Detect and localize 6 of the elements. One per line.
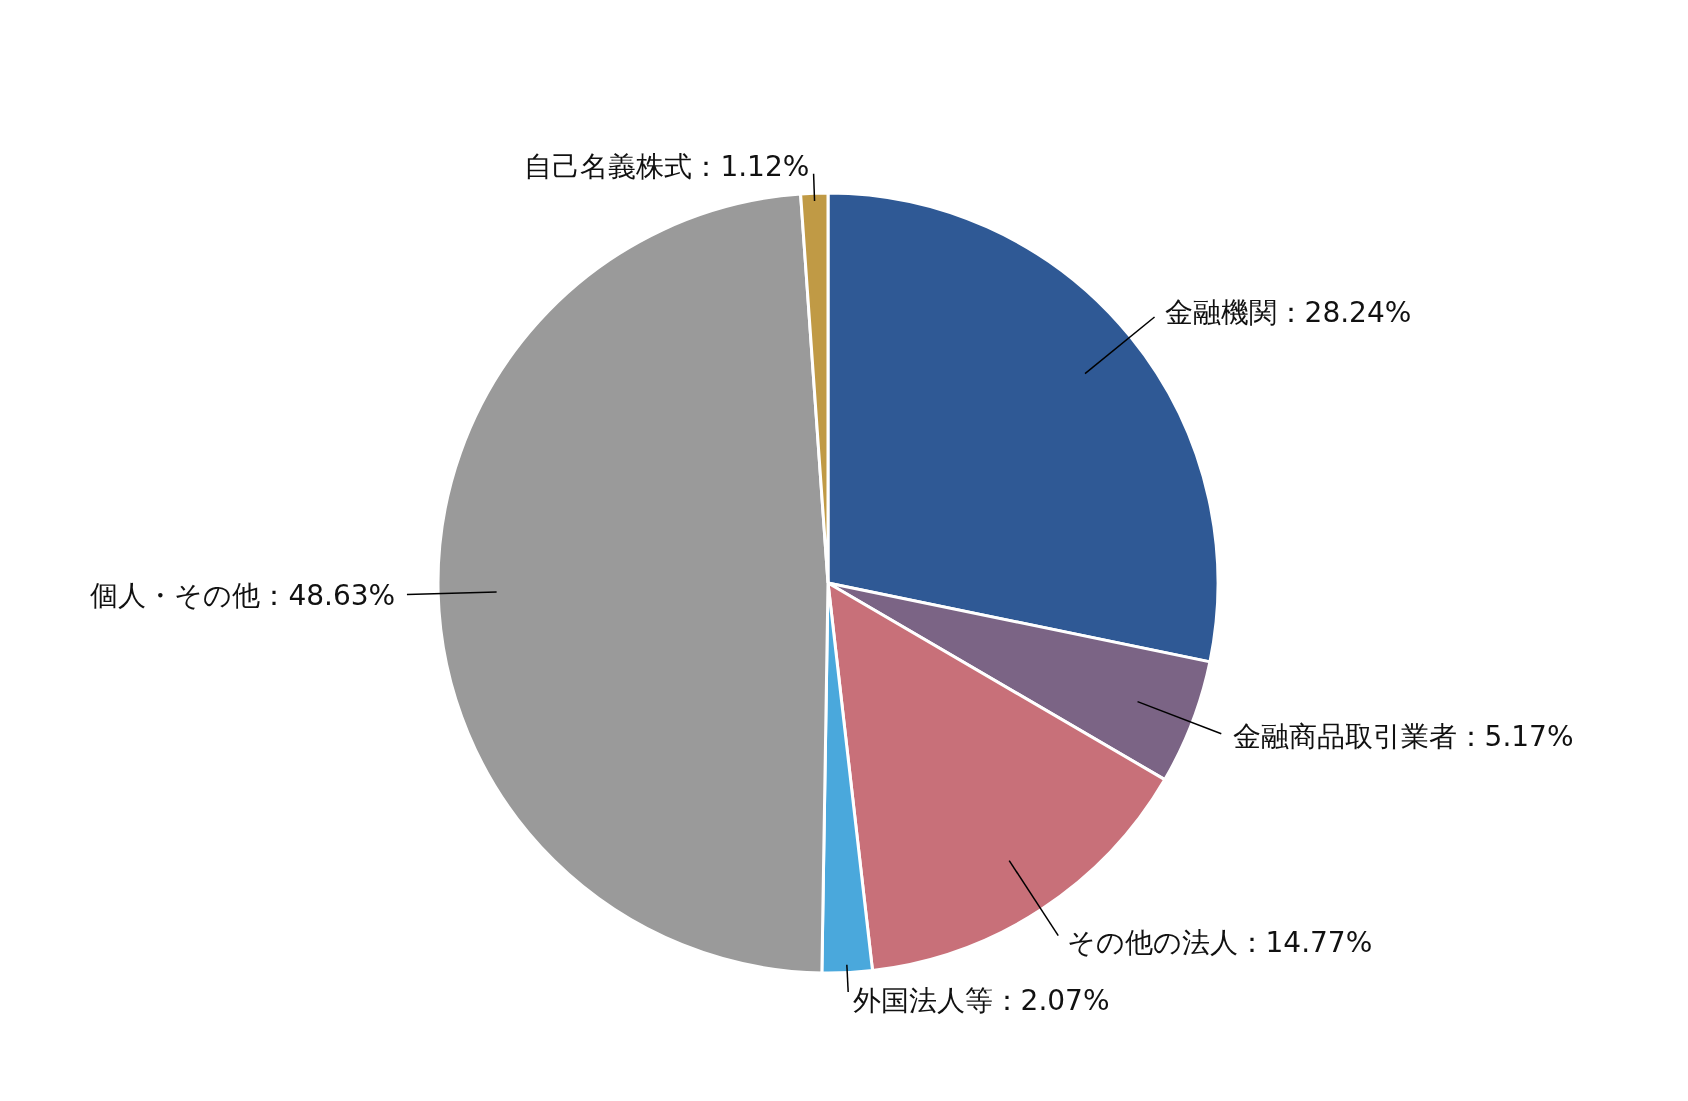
slice-label: 個人・その他：48.63%: [90, 578, 396, 612]
slice-label: 外国法人等：2.07%: [852, 983, 1110, 1017]
slice-label: 金融機関：28.24%: [1164, 295, 1412, 329]
slice-label: その他の法人：14.77%: [1066, 926, 1373, 960]
slice-label: 金融商品取引業者：5.17%: [1232, 720, 1574, 754]
slice-label: 自己名義株式：1.12%: [524, 149, 810, 183]
